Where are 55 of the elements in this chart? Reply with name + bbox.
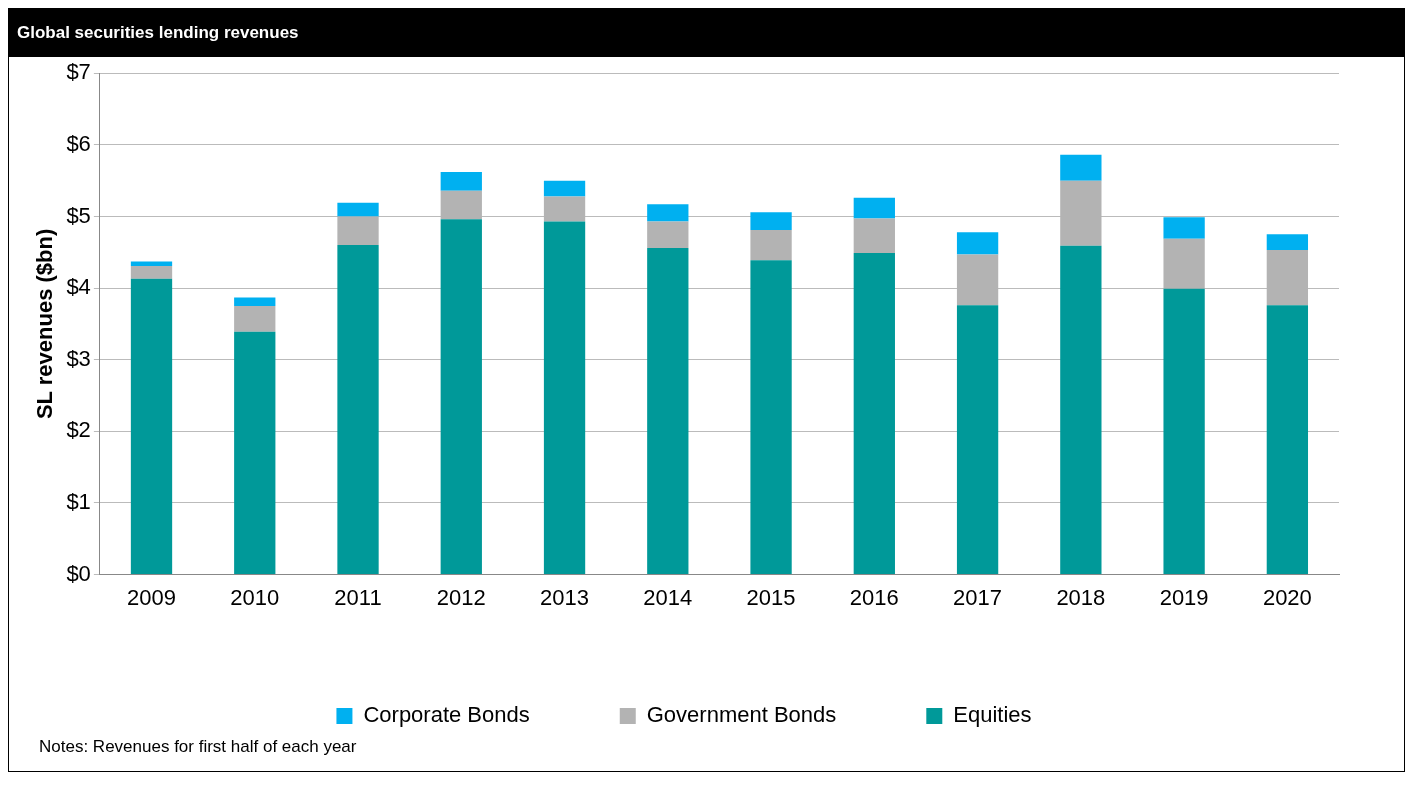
x-tick-label: 2013 (540, 584, 590, 610)
chart-title: Global securities lending revenues (9, 9, 1404, 57)
bar (1266, 234, 1309, 251)
bar (1163, 217, 1205, 239)
legend-label: Corporate Bonds (363, 702, 530, 728)
bar (130, 265, 173, 279)
bar (440, 172, 482, 191)
bar (1060, 245, 1102, 575)
bar (440, 219, 482, 575)
y-tick-label: $2 (66, 417, 91, 443)
bar (853, 252, 895, 575)
y-tick-label: $6 (66, 130, 91, 156)
legend-label: Equities (953, 702, 1032, 728)
x-tick-label: 2010 (230, 584, 280, 610)
bar (543, 180, 586, 197)
y-tick-label: $1 (66, 489, 91, 515)
bar (750, 212, 792, 231)
bar (956, 305, 999, 575)
bar (853, 197, 895, 219)
text: Notes: Revenues for first half of each year (39, 737, 358, 757)
bar (1060, 154, 1102, 181)
bar (337, 202, 379, 217)
x-tick-label: 2009 (127, 584, 176, 610)
x-tick-label: 2019 (1159, 584, 1209, 610)
bar (234, 297, 276, 306)
x-tick-label: 2015 (746, 584, 796, 610)
legend-label: Government Bonds (646, 702, 837, 728)
bar (853, 218, 895, 253)
bar (956, 232, 999, 255)
y-axis-title: SL revenues ($bn) (32, 228, 58, 420)
bar (1163, 288, 1205, 575)
bar (130, 261, 173, 266)
y-tick-label: $7 (66, 59, 91, 85)
bar (543, 221, 586, 575)
bar (337, 245, 379, 575)
x-tick-label: 2012 (436, 584, 486, 610)
bar (647, 221, 689, 248)
y-tick-label: $0 (66, 560, 91, 586)
bar (750, 260, 792, 575)
y-tick-label: $4 (66, 274, 91, 300)
x-tick-label: 2011 (334, 584, 382, 610)
x-tick-label: 2018 (1056, 584, 1106, 610)
bar (130, 278, 173, 575)
y-tick-label: $3 (66, 345, 91, 371)
bar (234, 331, 276, 575)
x-tick-label: 2014 (643, 584, 693, 610)
x-tick-label: 2016 (849, 584, 899, 610)
y-tick-label: $5 (66, 202, 91, 228)
bar (647, 204, 689, 222)
bar (1266, 305, 1309, 575)
bar (234, 305, 276, 332)
x-tick-label: 2017 (953, 584, 1003, 610)
bar (647, 247, 689, 575)
x-tick-label: 2020 (1262, 584, 1312, 610)
bar (750, 230, 792, 261)
